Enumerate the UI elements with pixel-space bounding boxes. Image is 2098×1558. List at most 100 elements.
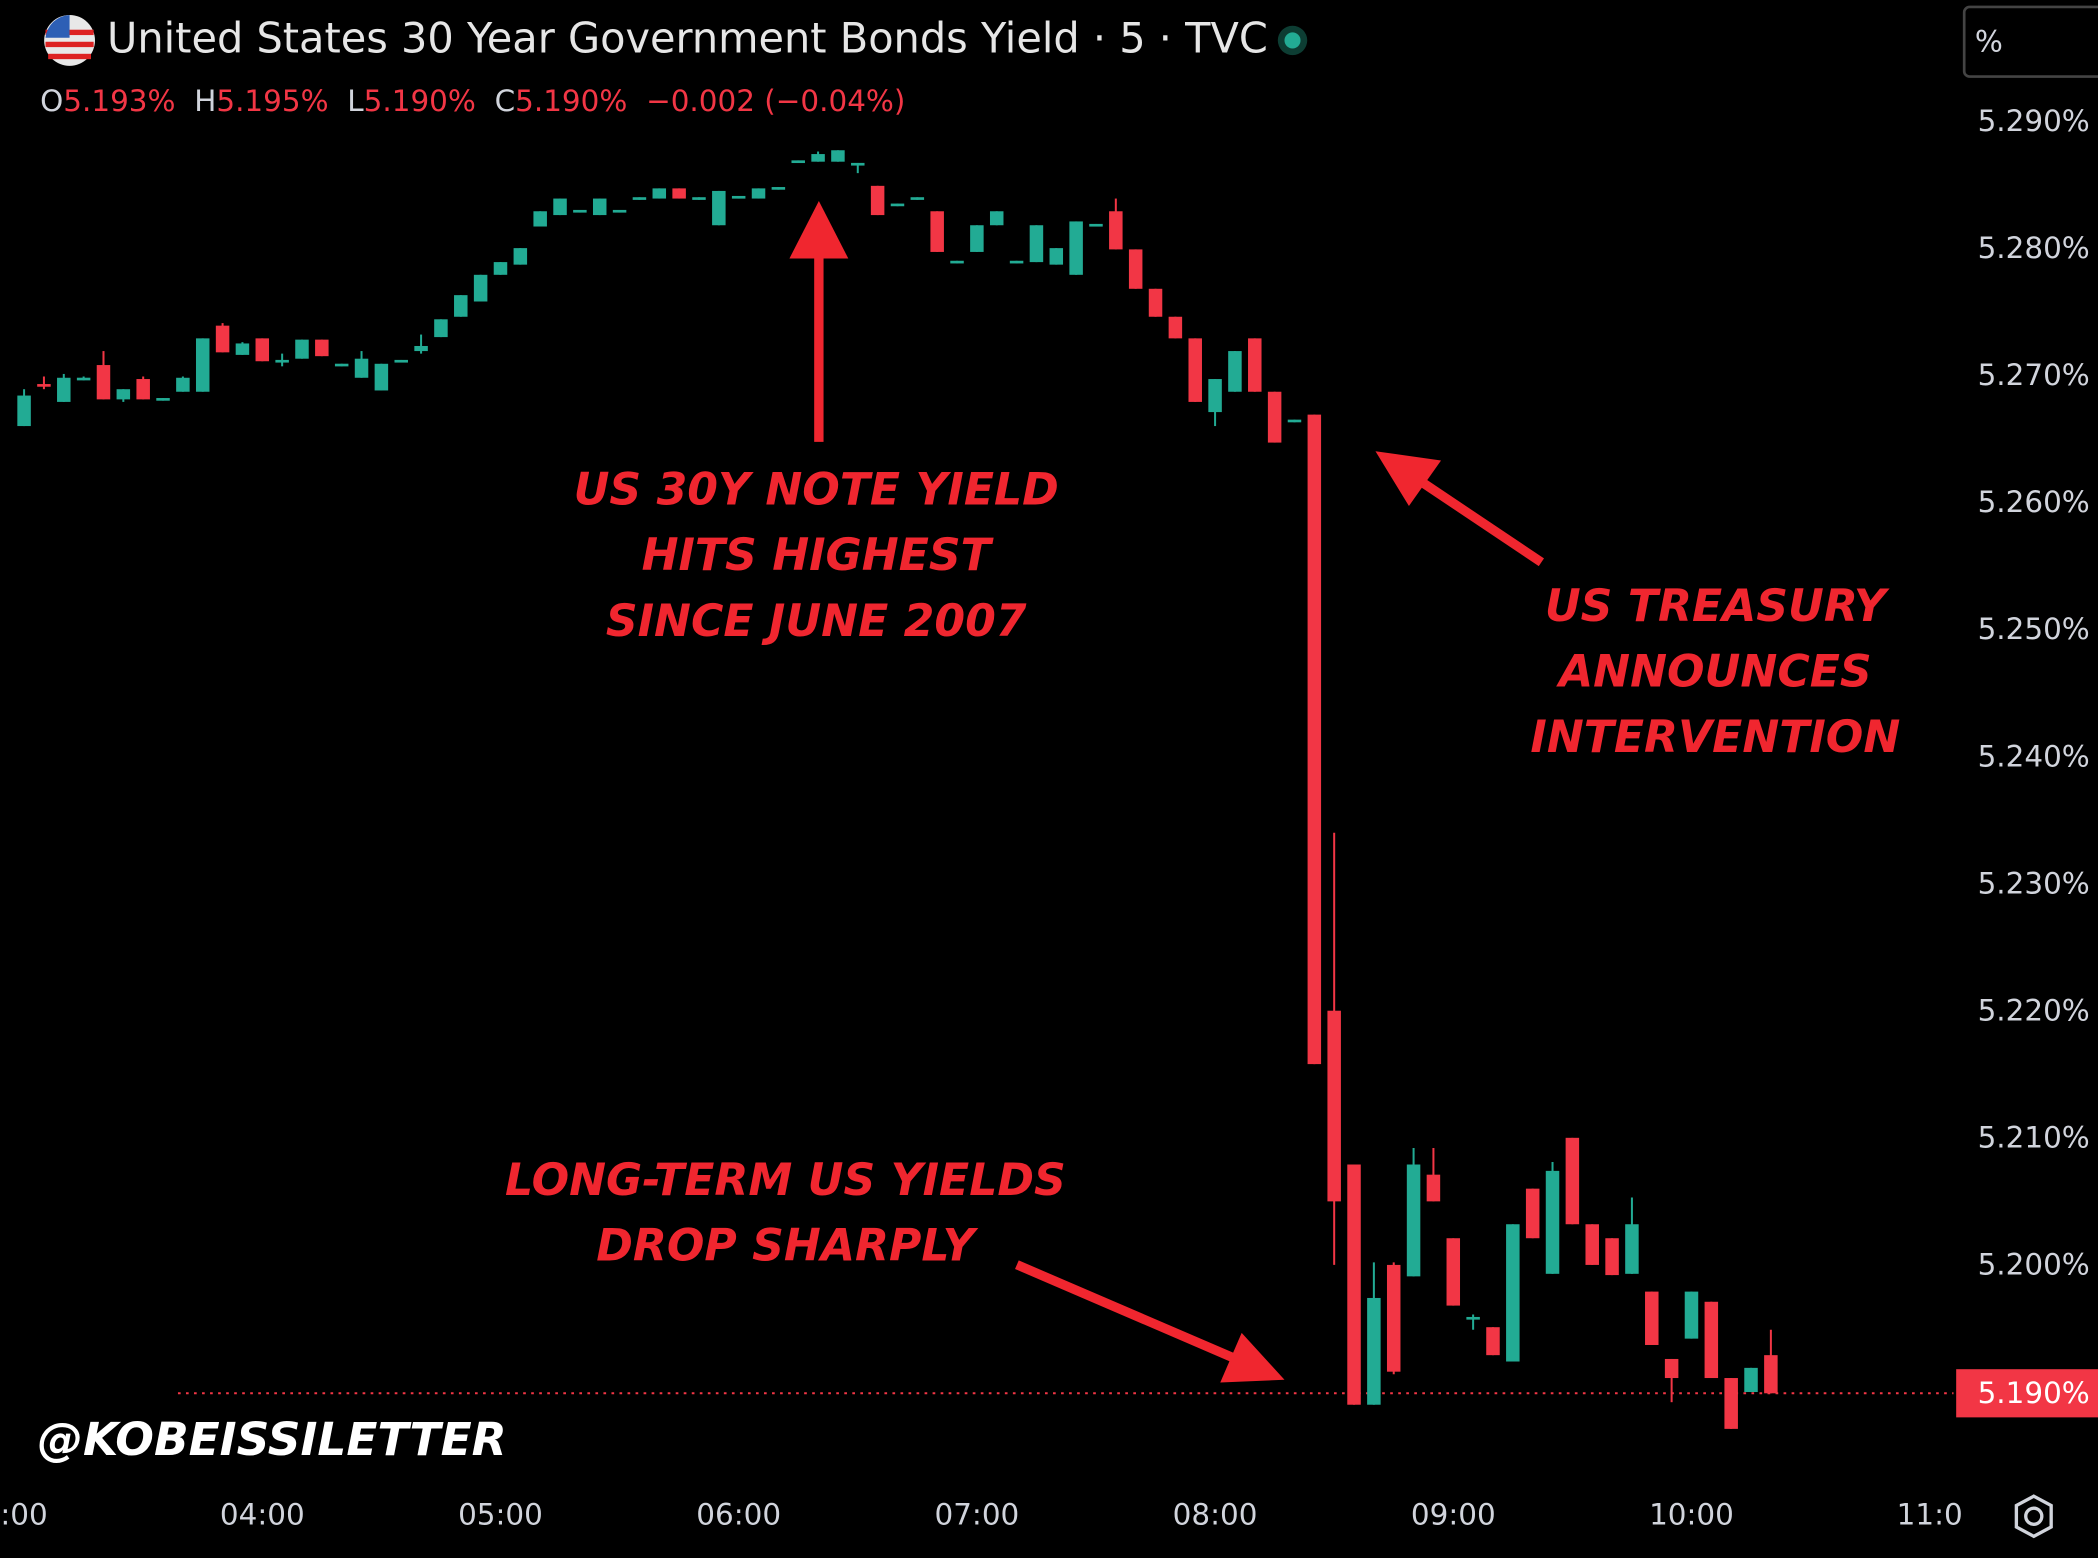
x-tick-label: 10:00	[1649, 1498, 1734, 1532]
candle-body	[1267, 391, 1282, 443]
candle-body	[374, 363, 389, 391]
candle-body	[414, 345, 428, 352]
plot-area: 5.290% 5.280% 5.270% 5.260% 5.250% 5.240% 5.23…	[0, 104, 2098, 1532]
x-tick-label: 06:00	[696, 1498, 781, 1532]
candle-body	[275, 359, 289, 363]
candle-body	[712, 190, 726, 226]
candle-body	[890, 203, 905, 207]
candle-body	[1069, 221, 1083, 275]
candle-body	[1605, 1238, 1619, 1276]
unit-box[interactable]	[1962, 5, 2098, 78]
candle-body	[950, 260, 964, 264]
ohlc-label: H	[194, 83, 216, 117]
unit-label: %	[1975, 25, 2003, 59]
candle-body	[811, 154, 825, 162]
candle-body	[1664, 1358, 1679, 1379]
candle-body	[1406, 1164, 1421, 1277]
ohlc-legend: O5.193% H5.195% L5.190% C5.190% −0.002 (−0.0…	[40, 83, 905, 117]
candle-body	[354, 358, 369, 378]
y-tick-label: 5.240%	[1978, 739, 2090, 773]
y-tick-label: 5.230%	[1978, 866, 2090, 900]
annotation-text: ANNOUNCES	[1556, 647, 1872, 698]
candle-body	[1168, 316, 1183, 339]
candle-body	[791, 160, 805, 164]
y-tick-label: 5.260%	[1978, 485, 2090, 519]
x-tick-label: 07:00	[934, 1498, 1019, 1532]
candle-body	[1208, 379, 1222, 413]
candle-body	[1248, 338, 1262, 392]
candle-body	[1029, 225, 1044, 263]
candle-body	[533, 211, 547, 227]
candle-body	[771, 187, 786, 190]
candle-body	[454, 295, 468, 317]
candle-body	[1287, 419, 1302, 423]
candle-body	[17, 395, 31, 427]
x-tick-label: 09:00	[1411, 1498, 1496, 1532]
candle-body	[96, 365, 111, 400]
candle-body	[1327, 1010, 1341, 1202]
arrow-line	[1015, 1260, 1240, 1364]
candle-body	[394, 359, 408, 363]
candle-body	[1109, 211, 1123, 250]
x-tick-label: 04:00	[220, 1498, 305, 1532]
candle-body	[632, 197, 647, 200]
candle-body	[1486, 1327, 1500, 1356]
candle-body	[553, 198, 567, 216]
chart-title: United States 30 Year Government Bonds Y…	[107, 15, 1268, 63]
candle-body	[1525, 1188, 1540, 1239]
candle-body	[1307, 414, 1322, 1065]
candle-body	[255, 338, 270, 362]
candle-body	[1565, 1137, 1580, 1225]
candle-body	[513, 248, 528, 265]
x-tick-label: :00	[0, 1498, 47, 1532]
candle-body	[1545, 1170, 1560, 1274]
y-tick-label: 5.250%	[1978, 612, 2090, 646]
y-tick-label: 5.290%	[1978, 104, 2090, 138]
y-tick-label: 5.270%	[1978, 358, 2090, 392]
candle-body	[910, 197, 925, 200]
ohlc-value: 5.190%	[364, 83, 476, 117]
candle-body	[751, 188, 766, 199]
candle-body	[1089, 223, 1103, 227]
annotation-text: US TREASURY	[1545, 581, 1890, 632]
candle-body	[434, 319, 448, 338]
ohlc-label: C	[495, 83, 516, 117]
candle-body	[1764, 1355, 1778, 1394]
candle-body	[592, 198, 607, 216]
annotation-text: DROP SHARPLY	[596, 1221, 978, 1272]
ohlc-value: 5.190%	[515, 83, 627, 117]
candle-body	[235, 343, 250, 355]
candle-body	[851, 162, 865, 166]
candle-body	[930, 211, 944, 252]
candle-body	[989, 211, 1004, 226]
candle-body	[1426, 1174, 1441, 1202]
candle-body	[1386, 1264, 1401, 1372]
ohlc-label: L	[347, 83, 364, 117]
settings-icon[interactable]	[2014, 1494, 2053, 1539]
annotation-text: US 30Y NOTE YIELD	[574, 465, 1059, 516]
annotation-arrows	[789, 200, 1544, 1383]
candle-body	[1744, 1367, 1758, 1393]
candle-body	[970, 225, 984, 252]
annotation-text: HITS HIGHEST	[642, 530, 995, 581]
candle-body	[473, 274, 488, 302]
watermark: @KOBEISSILETTER	[37, 1413, 506, 1466]
ohlc-value: 5.195%	[216, 83, 328, 117]
candle-body	[573, 209, 587, 213]
candle-body	[1128, 249, 1143, 289]
x-tick-label: 08:00	[1173, 1498, 1258, 1532]
candle-body	[1228, 351, 1242, 392]
arrow-line	[1413, 474, 1544, 567]
candle-body	[156, 398, 170, 401]
candle-body	[1704, 1301, 1719, 1379]
candle-body	[1625, 1224, 1639, 1274]
candle-body	[1188, 338, 1202, 402]
candle-body	[672, 188, 686, 199]
candle-body	[1684, 1291, 1699, 1339]
candle-body	[1506, 1224, 1520, 1362]
candle-body	[652, 188, 667, 199]
ohlc-change: −0.002 (−0.04%)	[646, 83, 905, 117]
candle-body	[870, 185, 885, 216]
